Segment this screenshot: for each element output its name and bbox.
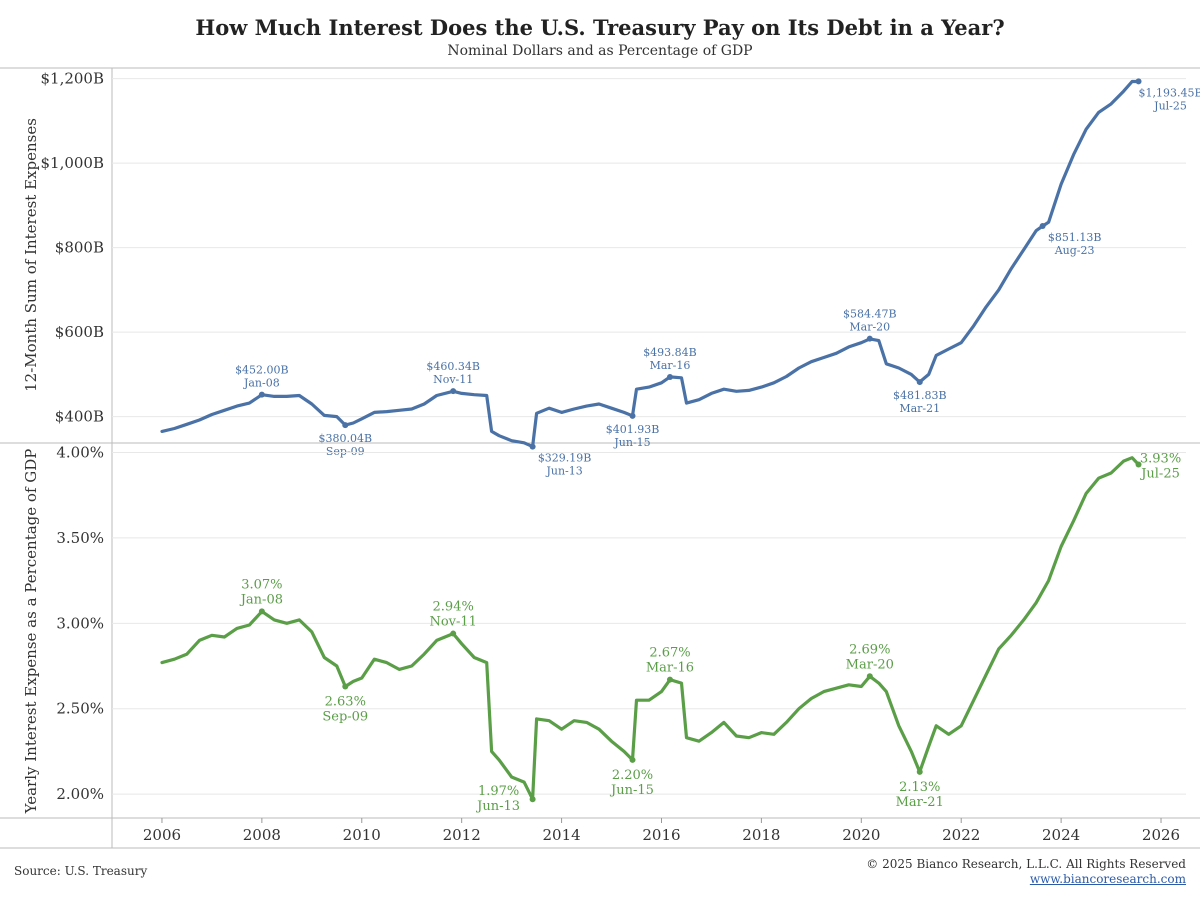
bottom-annotation-date: Jan-08 <box>239 592 283 607</box>
top-annotation-value: $460.34B <box>426 360 480 373</box>
bottom-annotation-value: 3.93% <box>1140 451 1181 466</box>
bottom-ytick-label: 4.00% <box>56 444 104 462</box>
bottom-annotation-value: 2.13% <box>899 780 940 795</box>
top-annotation-value: $401.93B <box>606 423 660 436</box>
bottom-series-line <box>160 456 1141 801</box>
top-annotation-date: Jul-25 <box>1153 99 1187 112</box>
top-annotation-marker <box>1039 222 1046 229</box>
top-ytick-label: $800B <box>55 239 104 257</box>
bottom-annotation-marker <box>342 683 349 690</box>
top-ytick-label: $600B <box>55 323 104 341</box>
top-annotation-date: Jan-08 <box>243 377 280 390</box>
bottom-annotation-marker <box>666 676 673 683</box>
top-annotation-value: $329.19B <box>538 452 592 465</box>
bottom-y-axis-title: Yearly Interest Expense as a Percentage … <box>22 449 40 815</box>
top-annotation-date: Mar-21 <box>899 402 940 415</box>
website-link[interactable]: www.biancoresearch.com <box>1029 872 1186 886</box>
top-annotation-value: $584.47B <box>843 308 897 321</box>
x-tick-label: 2006 <box>143 826 181 844</box>
top-annotation-date: Jun-13 <box>545 465 582 478</box>
bottom-annotation-date: Mar-21 <box>896 795 944 810</box>
bottom-annotation-marker <box>916 768 923 775</box>
top-annotation-date: Sep-09 <box>326 445 365 458</box>
bottom-annotation-value: 3.07% <box>241 577 282 592</box>
bottom-ytick-label: 3.50% <box>56 529 104 547</box>
x-tick-label: 2018 <box>742 826 780 844</box>
top-annotation-date: Mar-16 <box>650 359 691 372</box>
top-ytick-label: $1,200B <box>40 70 104 88</box>
bottom-ytick-label: 3.00% <box>56 614 104 632</box>
top-annotation-value: $452.00B <box>235 364 289 377</box>
top-annotation-value: $851.13B <box>1048 231 1102 244</box>
x-tick-label: 2010 <box>343 826 381 844</box>
bottom-annotation-marker <box>529 796 536 803</box>
copyright-note: © 2025 Bianco Research, L.L.C. All Right… <box>866 857 1186 871</box>
bottom-annotation-date: Jun-13 <box>475 799 520 814</box>
top-y-axis-title: 12-Month Sum of Interest Expenses <box>22 118 40 392</box>
bottom-ytick-label: 2.50% <box>56 700 104 718</box>
top-annotation-marker <box>1135 78 1142 85</box>
bottom-annotation-marker <box>450 630 457 637</box>
top-annotation-marker <box>529 443 536 450</box>
bottom-annotation-date: Jun-15 <box>609 783 654 798</box>
x-tick-label: 2014 <box>542 826 580 844</box>
top-annotation-marker <box>258 391 265 398</box>
top-series-line <box>160 79 1141 449</box>
bottom-annotation-marker <box>1135 461 1142 468</box>
bottom-annotation-date: Jul-25 <box>1139 466 1180 481</box>
x-tick-label: 2016 <box>642 826 680 844</box>
top-annotation-value: $481.83B <box>893 389 947 402</box>
top-annotation-marker <box>342 422 349 429</box>
top-annotation-date: Mar-20 <box>849 321 890 334</box>
top-annotation-value: $380.04B <box>318 432 372 445</box>
bottom-annotation-marker <box>866 673 873 680</box>
top-annotation-date: Jun-15 <box>613 436 650 449</box>
top-annotation-marker <box>866 335 873 342</box>
top-annotation-marker <box>629 412 636 419</box>
top-annotation-marker <box>450 388 457 395</box>
top-annotation-value: $493.84B <box>643 346 697 359</box>
top-annotation-value: $1,193.45B <box>1139 86 1200 99</box>
chart-title: How Much Interest Does the U.S. Treasury… <box>195 15 1005 40</box>
x-tick-label: 2020 <box>842 826 880 844</box>
bottom-annotation-date: Mar-16 <box>646 661 694 676</box>
x-tick-label: 2026 <box>1142 826 1180 844</box>
top-annotation-marker <box>666 373 673 380</box>
bottom-annotation-date: Mar-20 <box>846 657 894 672</box>
bottom-annotation-value: 2.20% <box>612 768 653 783</box>
bottom-annotation-value: 1.97% <box>478 784 519 799</box>
top-annotation-date: Nov-11 <box>433 373 473 386</box>
top-ytick-label: $400B <box>55 408 104 426</box>
x-tick-label: 2012 <box>443 826 481 844</box>
source-note: Source: U.S. Treasury <box>14 864 148 878</box>
bottom-annotation-value: 2.69% <box>849 642 890 657</box>
x-tick-label: 2008 <box>243 826 281 844</box>
bottom-ytick-label: 2.00% <box>56 785 104 803</box>
top-annotation-date: Aug-23 <box>1054 244 1095 257</box>
bottom-annotation-value: 2.67% <box>649 646 690 661</box>
top-annotation-marker <box>916 379 923 386</box>
bottom-annotation-marker <box>629 756 636 763</box>
bottom-annotation-date: Nov-11 <box>429 615 476 630</box>
bottom-annotation-value: 2.63% <box>325 695 366 710</box>
bottom-annotation-date: Sep-09 <box>322 710 368 725</box>
x-tick-label: 2022 <box>942 826 980 844</box>
x-tick-label: 2024 <box>1042 826 1080 844</box>
bottom-annotation-marker <box>258 608 265 615</box>
top-ytick-label: $1,000B <box>40 154 104 172</box>
chart-subtitle: Nominal Dollars and as Percentage of GDP <box>447 43 753 59</box>
bottom-annotation-value: 2.94% <box>433 600 474 615</box>
